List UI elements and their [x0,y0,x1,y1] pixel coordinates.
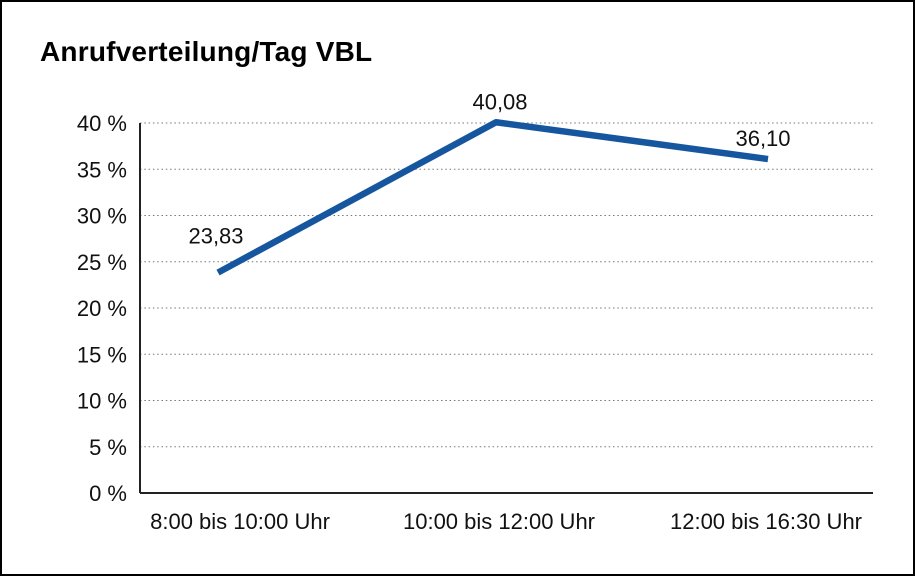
data-line [216,119,769,276]
x-category-label: 10:00 bis 12:00 Uhr [403,509,595,534]
y-tick-label: 25 % [77,250,127,275]
y-tick-label: 20 % [77,296,127,321]
x-category-label: 12:00 bis 16:30 Uhr [670,509,862,534]
chart-title: Anrufverteilung/Tag VBL [40,36,373,67]
data-point-label: 36,10 [735,126,790,151]
y-tick-label: 30 % [77,204,127,229]
data-point-label: 40,08 [472,89,527,114]
y-tick-label: 0 % [89,481,127,506]
x-category-label: 8:00 bis 10:00 Uhr [150,509,330,534]
y-tick-label: 10 % [77,389,127,414]
y-tick-label: 35 % [77,157,127,182]
y-tick-label: 40 % [77,111,127,136]
data-point-label: 23,83 [188,224,243,249]
y-tick-label: 15 % [77,342,127,367]
y-tick-label: 5 % [89,435,127,460]
